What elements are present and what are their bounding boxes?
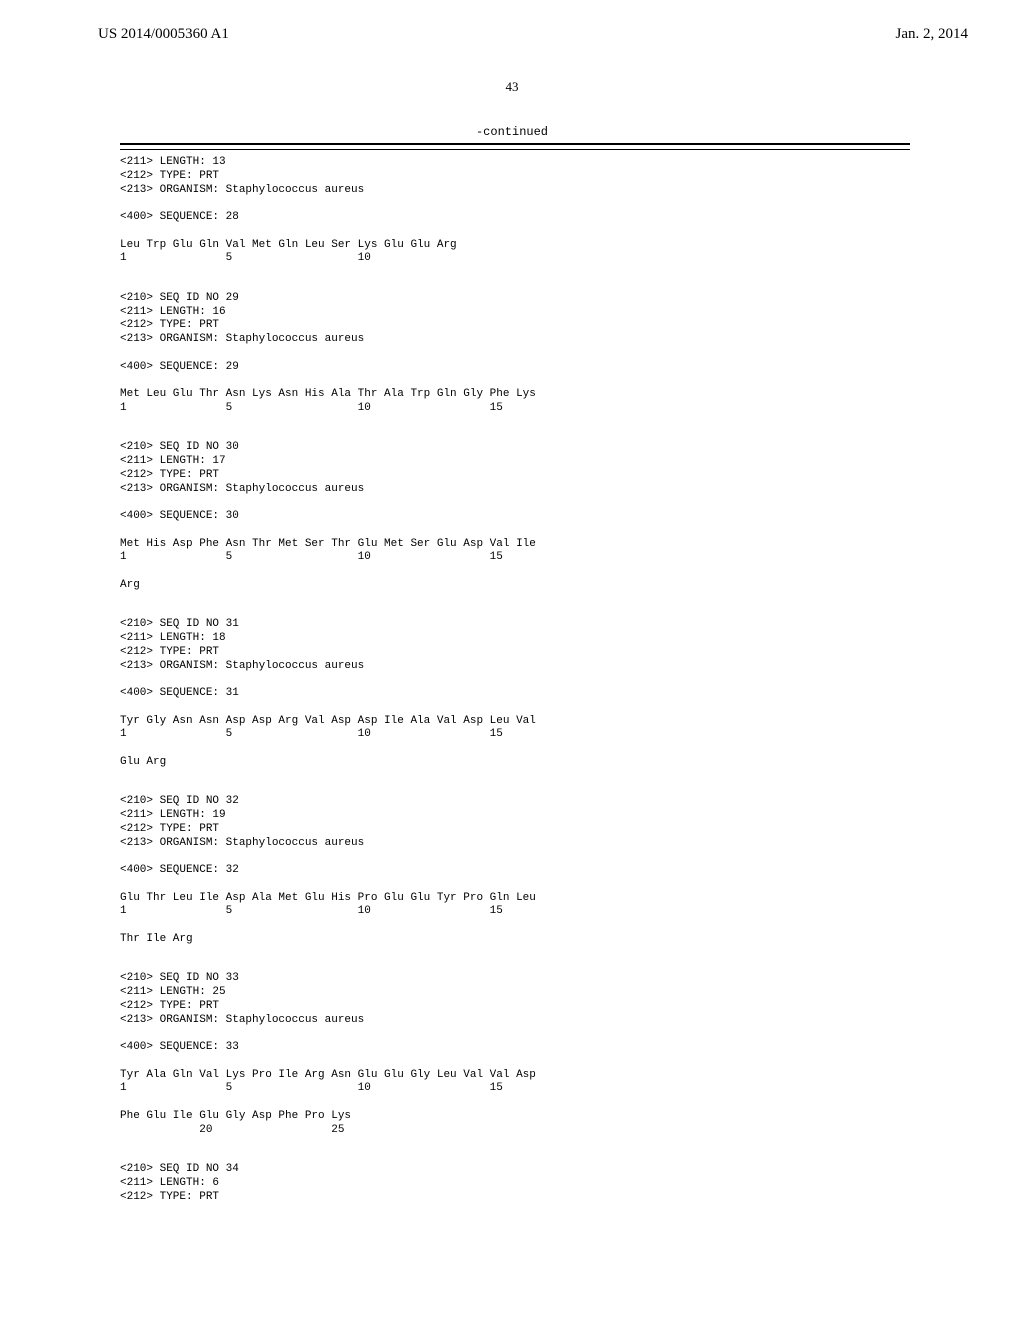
sequence-block: <210> SEQ ID NO 30 <211> LENGTH: 17 <212… bbox=[120, 441, 1024, 592]
continued-label: -continued bbox=[0, 125, 1024, 139]
divider-bottom bbox=[120, 149, 910, 150]
sequence-block: <211> LENGTH: 13 <212> TYPE: PRT <213> O… bbox=[120, 156, 1024, 266]
sequence-listing: <211> LENGTH: 13 <212> TYPE: PRT <213> O… bbox=[120, 156, 1024, 1204]
sequence-block: <210> SEQ ID NO 32 <211> LENGTH: 19 <212… bbox=[120, 795, 1024, 946]
publication-date: Jan. 2, 2014 bbox=[896, 26, 969, 43]
page-number: 43 bbox=[0, 79, 1024, 95]
divider-top bbox=[120, 143, 910, 145]
page-header: US 2014/0005360 A1 Jan. 2, 2014 bbox=[0, 0, 1024, 43]
sequence-block: <210> SEQ ID NO 34 <211> LENGTH: 6 <212>… bbox=[120, 1163, 1024, 1204]
sequence-block: <210> SEQ ID NO 29 <211> LENGTH: 16 <212… bbox=[120, 292, 1024, 416]
sequence-block: <210> SEQ ID NO 33 <211> LENGTH: 25 <212… bbox=[120, 972, 1024, 1137]
page-container: US 2014/0005360 A1 Jan. 2, 2014 43 -cont… bbox=[0, 0, 1024, 1320]
publication-number: US 2014/0005360 A1 bbox=[98, 26, 229, 43]
sequence-block: <210> SEQ ID NO 31 <211> LENGTH: 18 <212… bbox=[120, 618, 1024, 769]
